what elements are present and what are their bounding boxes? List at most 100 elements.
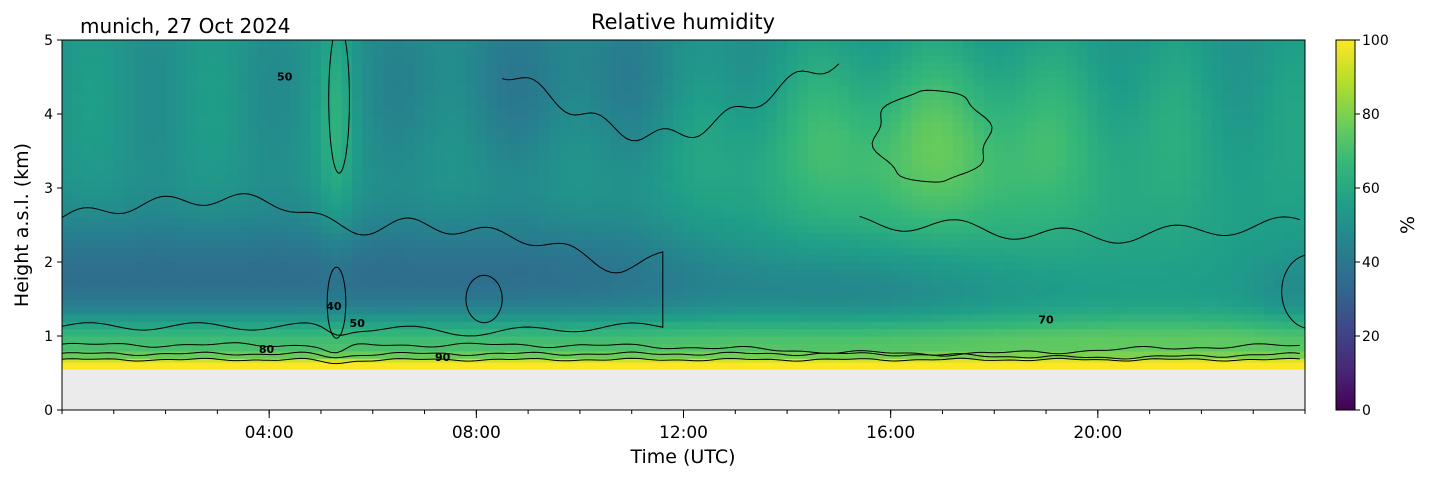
- field-cell: [704, 225, 716, 233]
- field-cell: [952, 69, 964, 78]
- field-cell: [393, 232, 405, 241]
- field-cell: [859, 350, 871, 359]
- field-cell: [963, 173, 975, 182]
- field-cell: [455, 188, 467, 196]
- field-cell: [963, 313, 975, 322]
- field-cell: [963, 225, 975, 233]
- field-cell: [1170, 69, 1182, 78]
- field-cell: [631, 343, 643, 352]
- field-cell: [227, 40, 239, 48]
- field-cell: [1056, 299, 1068, 307]
- field-cell: [1014, 306, 1026, 315]
- field-cell: [787, 173, 799, 182]
- field-cell: [393, 291, 405, 300]
- field-cell: [838, 217, 850, 226]
- field-cell: [704, 321, 716, 330]
- field-cell: [414, 54, 426, 63]
- field-cell: [186, 210, 198, 219]
- field-cell: [331, 195, 343, 204]
- field-cell: [186, 143, 198, 152]
- field-cell: [590, 232, 602, 241]
- field-cell: [652, 284, 664, 293]
- field-cell: [72, 247, 84, 256]
- field-cell: [517, 247, 529, 256]
- field-cell: [797, 343, 809, 352]
- field-cell: [1118, 336, 1130, 344]
- field-cell: [476, 151, 488, 159]
- field-cell: [1128, 269, 1140, 278]
- field-cell: [642, 306, 654, 315]
- field-cell: [1014, 69, 1026, 78]
- field-cell: [414, 210, 426, 219]
- field-cell: [1159, 165, 1171, 174]
- field-cell: [590, 151, 602, 159]
- field-cell: [673, 225, 685, 233]
- field-cell: [994, 276, 1006, 285]
- field-cell: [300, 121, 312, 130]
- field-cell: [673, 195, 685, 204]
- field-cell: [859, 239, 871, 248]
- field-cell: [952, 321, 964, 330]
- field-cell: [610, 143, 622, 152]
- field-cell: [497, 343, 509, 352]
- field-cell: [196, 173, 208, 182]
- field-cell: [300, 254, 312, 263]
- field-cell: [942, 358, 954, 367]
- field-cell: [93, 343, 105, 352]
- field-cell: [880, 336, 892, 344]
- field-cell: [1004, 217, 1016, 226]
- field-cell: [579, 350, 591, 359]
- field-cell: [196, 106, 208, 115]
- field-cell: [1046, 269, 1057, 278]
- field-cell: [424, 77, 436, 85]
- field-cell: [890, 269, 902, 278]
- field-cell: [238, 151, 250, 159]
- field-cell: [642, 262, 654, 270]
- field-cell: [1087, 99, 1099, 108]
- field-cell: [693, 269, 705, 278]
- field-cell: [445, 128, 457, 137]
- field-cell: [72, 128, 84, 137]
- field-cell: [93, 262, 105, 270]
- field-cell: [62, 336, 73, 344]
- field-cell: [1139, 40, 1151, 48]
- field-cell: [528, 99, 540, 108]
- field-cell: [248, 225, 260, 233]
- field-cell: [621, 247, 633, 256]
- field-cell: [1097, 180, 1109, 189]
- field-cell: [994, 239, 1006, 248]
- field-cell: [735, 180, 747, 189]
- field-cell: [683, 210, 695, 219]
- field-cell: [155, 217, 167, 226]
- field-cell: [1097, 54, 1109, 63]
- field-cell: [486, 239, 498, 248]
- field-cell: [476, 62, 488, 71]
- field-cell: [341, 306, 353, 315]
- field-cell: [880, 299, 892, 307]
- field-cell: [704, 306, 716, 315]
- field-cell: [1118, 299, 1130, 307]
- field-cell: [352, 239, 363, 248]
- field-cell: [1056, 328, 1068, 337]
- field-cell: [901, 165, 912, 174]
- field-cell: [155, 262, 167, 270]
- field-cell: [579, 262, 591, 270]
- field-cell: [869, 269, 881, 278]
- field-cell: [869, 180, 881, 189]
- field-cell: [642, 158, 654, 167]
- field-cell: [279, 239, 291, 248]
- field-cell: [724, 313, 736, 322]
- field-cell: [869, 239, 881, 248]
- field-cell: [1066, 40, 1078, 48]
- field-cell: [683, 321, 695, 330]
- field-cell: [1108, 47, 1120, 56]
- field-cell: [1170, 62, 1182, 71]
- field-cell: [776, 106, 788, 115]
- field-cell: [673, 328, 685, 337]
- field-cell: [124, 165, 136, 174]
- field-cell: [631, 328, 643, 337]
- field-cell: [403, 247, 415, 256]
- field-cell: [932, 284, 944, 293]
- field-cell: [476, 121, 488, 130]
- field-cell: [279, 328, 291, 337]
